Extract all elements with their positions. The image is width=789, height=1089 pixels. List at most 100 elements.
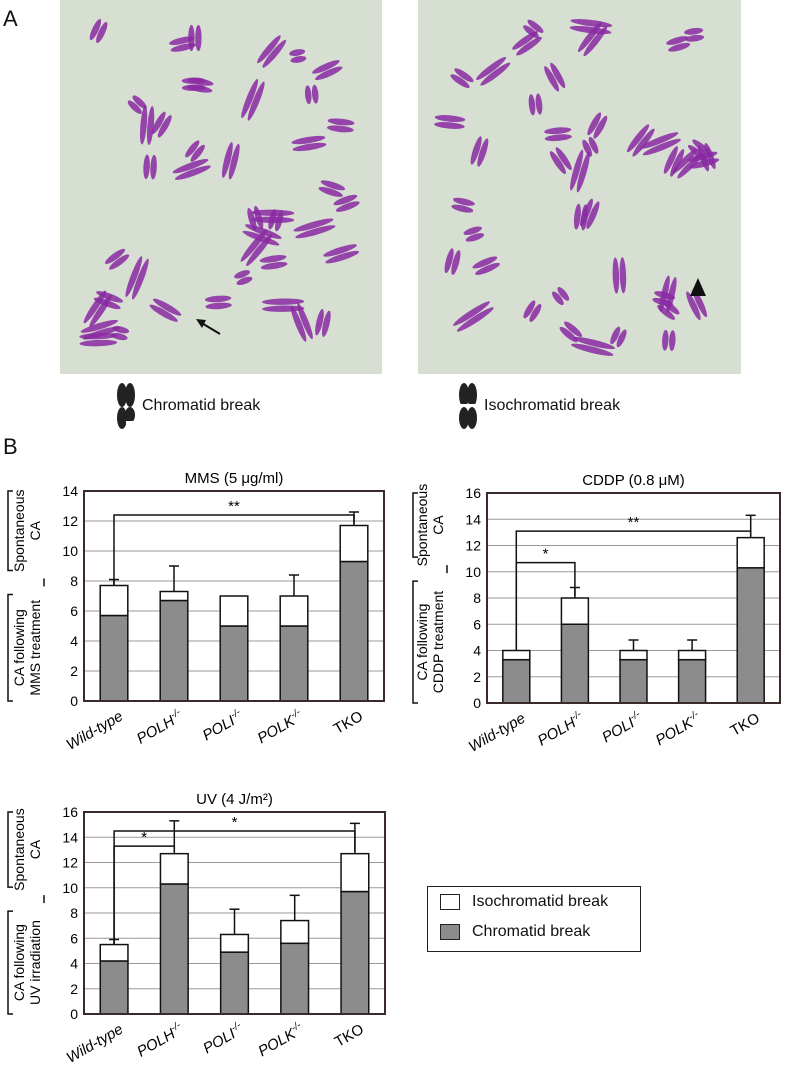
chromosome [640,132,681,156]
chromosome [186,77,214,93]
plot-frame [486,492,781,704]
y-tick-label: 0 [70,1006,78,1022]
y-tick-label: 10 [465,564,481,580]
y-tick-label: 14 [62,483,78,499]
chromosome [326,118,355,133]
chromosome [139,105,155,146]
ylabel-bracket-top [7,811,13,888]
chromosome [315,309,331,337]
chromosome [666,36,691,52]
chromosome [318,180,346,197]
bar-chromatid-4 [340,890,370,1015]
chromosome [289,49,307,63]
x-tick-label: POLI-/- [200,1020,247,1058]
chromosome [257,35,287,68]
chromosome [610,326,627,348]
chromosome [323,244,359,264]
legend-item-isochromatid: Isochromatid break [428,887,640,917]
x-tick-label: POLH-/- [134,1020,187,1061]
chromosome [241,78,265,121]
chromosome [251,209,295,224]
ylabel-bracket-top [412,492,418,558]
x-tick-label: POLH-/- [534,709,587,750]
bar-isochromatid-1 [159,852,189,885]
y-axis-label-top: SpontaneousCA [11,808,43,891]
y-axis-label-top: SpontaneousCA [414,484,446,567]
micrograph-chromatid-break [60,0,382,374]
chromosome [570,149,590,193]
bar-chromatid-1 [560,623,590,704]
chromosome [333,194,360,212]
chromosome [687,139,713,162]
chromosome [662,329,676,351]
bar-chromatid-0 [99,614,129,702]
chromosome-spread [434,19,720,356]
bar-isochromatid-2 [619,649,648,661]
y-tick-label: 10 [62,543,78,559]
ylabel-bracket-top [7,490,13,572]
bar-chromatid-3 [279,625,309,702]
chromosome [684,27,705,42]
y-tick-label: 16 [62,804,78,820]
chromosome [169,36,197,52]
chromosome [472,256,500,275]
chromosome [242,224,282,246]
bar-isochromatid-3 [677,649,707,661]
x-tick-label: POLI-/- [599,709,646,747]
y-tick-label: 4 [70,956,78,972]
plot-frame [83,811,386,1015]
chromosome [571,336,616,356]
y-tick-label: 2 [70,981,78,997]
bar-isochromatid-1 [159,590,189,602]
y-tick-label: 0 [70,693,78,709]
y-tick-label: 2 [473,669,481,685]
bar-isochromatid-4 [736,536,765,569]
bar-chromatid-3 [677,658,707,704]
chromosome [512,31,542,56]
chart-title: CDDP (0.8 μM) [582,472,685,489]
y-tick-label: 4 [473,643,481,659]
chromosome [544,62,566,92]
y-tick-label: 0 [473,695,481,711]
bar-isochromatid-3 [279,595,309,627]
panel-label-b: B [3,434,18,459]
y-tick-label: 8 [473,590,481,606]
bar-isochromatid-0 [99,584,129,617]
chromosome [450,68,474,89]
x-tick-label: POLK-/- [254,707,306,748]
y-axis-label-bottom: CA followingCDDP treatment [414,591,446,694]
x-tick-label: TKO [331,708,366,738]
chromosome [149,298,182,322]
bar-isochromatid-1 [560,597,590,625]
chromosome [104,248,130,270]
x-tick-label: POLH-/- [133,707,186,748]
chromosome [626,124,655,157]
chromosome [463,226,485,242]
bar-chromatid-4 [736,567,765,704]
bar-chromatid-4 [339,560,369,702]
arrow-icon [196,319,221,335]
x-tick-label: TKO [727,710,762,740]
arrowhead-icon [690,278,706,296]
x-tick-label: Wild-type [63,708,126,754]
plot-frame [83,490,385,702]
x-tick-label: POLK-/- [255,1020,307,1061]
x-tick-label: POLK-/- [652,709,704,750]
chromosome [552,287,570,306]
y-tick-label: 14 [62,829,78,845]
ylabel-bracket-bottom [412,580,418,704]
isochromatid-break-icon [458,383,478,429]
significance-label: * [543,546,549,563]
y-tick-label: 8 [70,905,78,921]
chromatid-break-legend: Chromatid break [116,382,260,430]
x-tick-label: TKO [332,1021,367,1051]
chromosome [573,203,588,231]
bar-chromatid-1 [159,599,189,702]
y-tick-label: 4 [70,633,78,649]
chromosome [143,154,157,180]
chromosome [204,295,232,310]
y-tick-label: 6 [473,616,481,632]
chromosome [151,111,172,138]
chromosome [434,115,466,129]
chromosome [612,257,627,294]
